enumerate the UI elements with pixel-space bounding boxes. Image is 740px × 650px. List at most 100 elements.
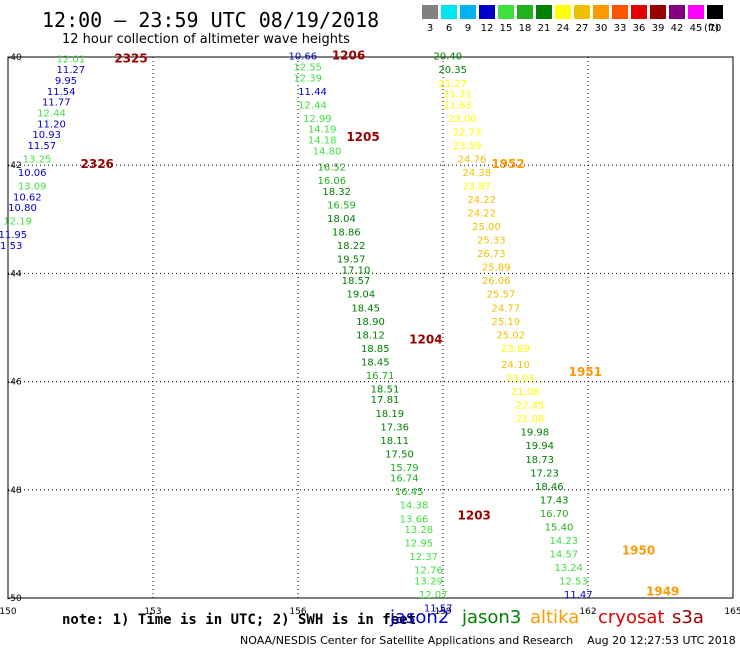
- legend-swatch-label: 9: [464, 23, 472, 34]
- pass-time-label: 1949: [646, 584, 679, 598]
- legend-swatch: [536, 5, 552, 19]
- wave-height-label-altika: 23.00: [448, 114, 477, 125]
- wave-height-label-s3a: 13.25: [23, 154, 52, 165]
- x-tick-label: 165: [724, 607, 740, 617]
- wave-height-label-jason3: 13.29: [414, 576, 443, 587]
- wave-height-label-s3a: 11.57: [28, 141, 57, 152]
- wave-height-label-altika: 23.59: [453, 141, 482, 152]
- wave-height-label-jason3: 19.04: [347, 290, 376, 301]
- wave-height-label-jason3: 18.45: [361, 357, 390, 368]
- pass-time-label: 1951: [569, 365, 602, 379]
- legend-swatch: [517, 5, 533, 19]
- wave-height-label-s3a: 10.80: [8, 203, 37, 214]
- legend-swatch-label: 36: [632, 23, 646, 34]
- wave-height-label-jason3: 18.11: [380, 436, 409, 447]
- wave-height-label-jason3: 18.45: [351, 303, 380, 314]
- wave-height-label-altika: 25.57: [487, 290, 516, 301]
- legend-swatch-label: 39: [651, 23, 665, 34]
- legend-swatch: [479, 5, 495, 19]
- footer-credit: NOAA/NESDIS Center for Satellite Applica…: [240, 634, 736, 647]
- legend-swatch: [631, 5, 647, 19]
- wave-height-label-jason3: 12.76: [414, 566, 443, 577]
- legend-swatch: [460, 5, 476, 19]
- chart-title: 12:00 — 23:59 UTC 08/19/2018: [42, 8, 380, 32]
- wave-height-label-s3a: 11.27: [57, 65, 86, 76]
- wave-height-label-altika: 22.45: [516, 401, 545, 412]
- wave-height-label-jason3: 18.12: [356, 330, 385, 341]
- wave-height-label-jason3: 17.36: [380, 422, 409, 433]
- wave-height-label-s3a: 9.95: [55, 76, 77, 87]
- note-text: note: 1) Time is in UTC; 2) SWH is in fe…: [62, 612, 417, 628]
- wave-height-label-s3a: 10.62: [13, 192, 42, 203]
- wave-height-label-s3a: 12.19: [3, 217, 32, 228]
- wave-height-label-jason3: 17.50: [385, 449, 414, 460]
- wave-height-label-altika: 26.73: [477, 249, 506, 260]
- wave-height-label-altika: 23.03: [506, 374, 535, 385]
- wave-height-label-jason3: 17.10: [342, 265, 371, 276]
- wave-height-label-altika: 24.38: [463, 168, 492, 179]
- wave-height-label-altika: 13.24: [554, 563, 583, 574]
- wave-height-label-altika: 24.22: [467, 195, 496, 206]
- wave-height-label-s3a: 11.53: [0, 241, 22, 252]
- wave-height-label-jason3: 15.79: [390, 463, 419, 474]
- wave-height-label-altika: 23.87: [463, 182, 492, 193]
- legend-s3a: s3a: [672, 607, 704, 628]
- wave-height-label-s3a: 12.44: [37, 109, 66, 120]
- legend-swatch: [669, 5, 685, 19]
- wave-height-label-jason3: 14.18: [308, 136, 337, 147]
- wave-height-label-s3a: 10.06: [18, 168, 47, 179]
- wave-height-label-jason3: 12.37: [409, 552, 438, 563]
- pass-time-label: 1952: [491, 157, 524, 171]
- wave-height-label-jason3: 16.06: [318, 176, 347, 187]
- wave-height-label-s3a: 12.01: [57, 54, 86, 65]
- legend-altika: altika: [530, 607, 580, 628]
- wave-height-label-altika: 22.73: [453, 127, 482, 138]
- wave-height-label-jason3: 12.39: [293, 73, 322, 84]
- wave-height-label-jason3: 18.22: [337, 241, 366, 252]
- legend-swatch-label: 12: [480, 23, 494, 34]
- wave-height-label-jason3: 11.44: [298, 87, 327, 98]
- legend-swatch: [650, 5, 666, 19]
- wave-height-label-altika: 19.98: [521, 428, 550, 439]
- wave-height-label-altika: 17.43: [540, 495, 569, 506]
- legend-swatch: [574, 5, 590, 19]
- pass-time-label: 2326: [81, 157, 114, 171]
- pass-time-label: 1950: [622, 544, 655, 558]
- wave-height-label-altika: 25.02: [496, 330, 525, 341]
- legend-swatch-label: 15: [499, 23, 513, 34]
- wave-height-label-s3a: 11.20: [37, 119, 66, 130]
- legend-swatch-label: 18: [518, 23, 532, 34]
- legend-swatch: [498, 5, 514, 19]
- wave-height-label-altika: 14.57: [550, 549, 579, 560]
- wave-height-label-altika: 24.10: [501, 360, 530, 371]
- plot-frame: [7, 56, 734, 599]
- wave-height-label-jason3: 18.04: [327, 214, 356, 225]
- wave-height-label-altika: 12.53: [559, 576, 588, 587]
- y-tick-label: -48: [7, 486, 22, 496]
- wave-height-label-jason3: 14.80: [313, 146, 342, 157]
- wave-height-label-jason3: 12.55: [293, 63, 322, 74]
- wave-height-label-jason3: 12.07: [419, 590, 448, 601]
- wave-height-label-altika: 15.40: [545, 522, 574, 533]
- wave-height-label-altika: 21.63: [443, 100, 472, 111]
- legend-swatch-label: 70: [708, 23, 722, 34]
- y-tick-label: -50: [7, 594, 22, 604]
- wave-height-label-s3a: 11.54: [47, 87, 76, 98]
- wave-height-label-jason3: 16.52: [318, 163, 347, 174]
- wave-height-label-altika: 21.08: [516, 414, 545, 425]
- wave-height-label-jason3: 12.95: [405, 539, 434, 550]
- wave-height-label-jason3: 18.86: [332, 228, 361, 239]
- wave-height-label-jason3: 16.71: [366, 371, 395, 382]
- pass-time-label: 1204: [409, 333, 442, 347]
- wave-height-label-altika: 11.47: [564, 590, 593, 601]
- wave-height-label-altika: 25.33: [477, 236, 506, 247]
- wave-height-label-jason3: 11.57: [424, 604, 453, 615]
- legend-swatch-label: 24: [556, 23, 570, 34]
- wave-height-label-altika: 24.22: [467, 209, 496, 220]
- legend-swatch-label: 33: [613, 23, 627, 34]
- legend-swatch-label: 30: [594, 23, 608, 34]
- wave-height-label-s3a: 11.95: [0, 230, 27, 241]
- wave-height-label-jason3: 16.59: [327, 200, 356, 211]
- wave-height-label-jason3: 14.38: [400, 501, 429, 512]
- legend-swatch: [593, 5, 609, 19]
